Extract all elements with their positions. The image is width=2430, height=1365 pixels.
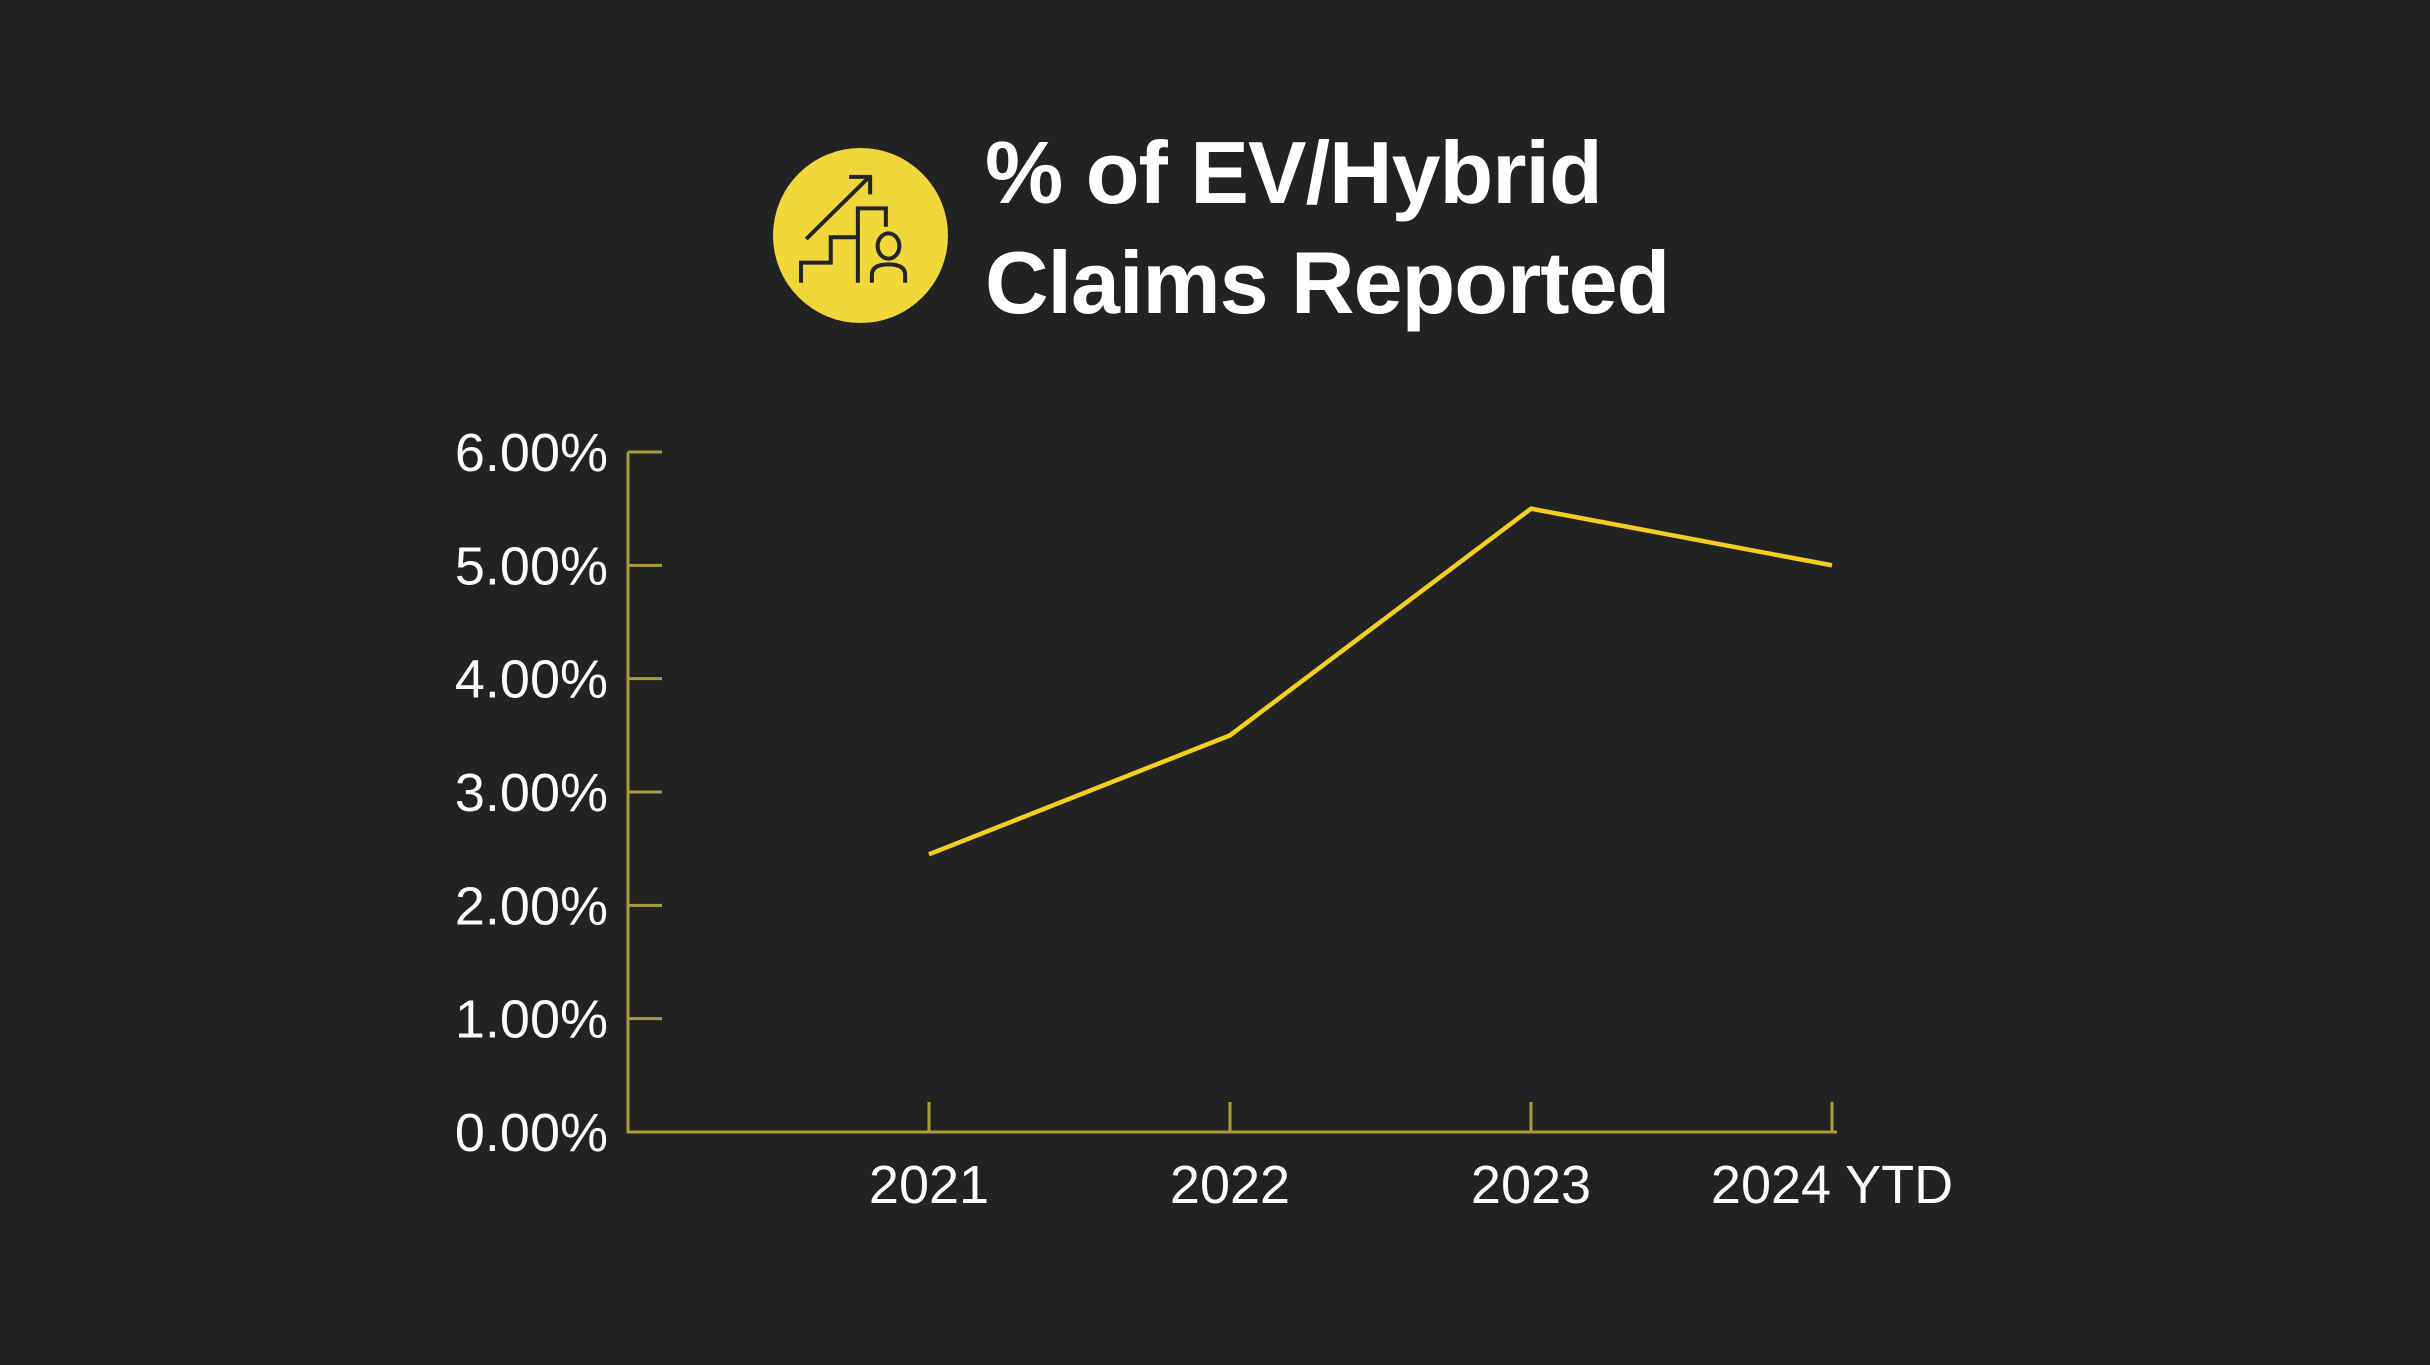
y-axis-label: 1.00% bbox=[455, 990, 608, 1050]
ev-claims-trend-line bbox=[928, 506, 1833, 857]
y-axis-label: 3.00% bbox=[455, 763, 608, 823]
x-axis-label: 2024 YTD bbox=[1711, 1155, 1953, 1215]
growth-bar-chart-person-icon-svg bbox=[773, 148, 948, 323]
y-axis-label: 2.00% bbox=[455, 876, 608, 936]
y-axis-label: 6.00% bbox=[455, 423, 608, 483]
growth-bar-chart-person-icon bbox=[773, 148, 948, 323]
arrow-shaft bbox=[804, 177, 869, 241]
chart-title-line-2: Claims Reported bbox=[985, 233, 1670, 332]
y-axis-label: 0.00% bbox=[455, 1103, 608, 1163]
person-shoulders bbox=[869, 262, 908, 283]
x-axis-label: 2021 bbox=[869, 1155, 989, 1215]
bar-steps-right bbox=[855, 206, 888, 283]
x-axis-label: 2023 bbox=[1471, 1155, 1591, 1215]
bar-steps-left bbox=[798, 235, 858, 283]
y-axis-label: 5.00% bbox=[455, 536, 608, 596]
x-axis-label: 2022 bbox=[1170, 1155, 1290, 1215]
chart-title: % of EV/Hybrid Claims Reported bbox=[985, 118, 1670, 338]
chart-title-line-1: % of EV/Hybrid bbox=[985, 123, 1603, 222]
arrow-head bbox=[849, 174, 873, 195]
person-head bbox=[875, 231, 902, 261]
y-axis-label: 4.00% bbox=[455, 650, 608, 710]
